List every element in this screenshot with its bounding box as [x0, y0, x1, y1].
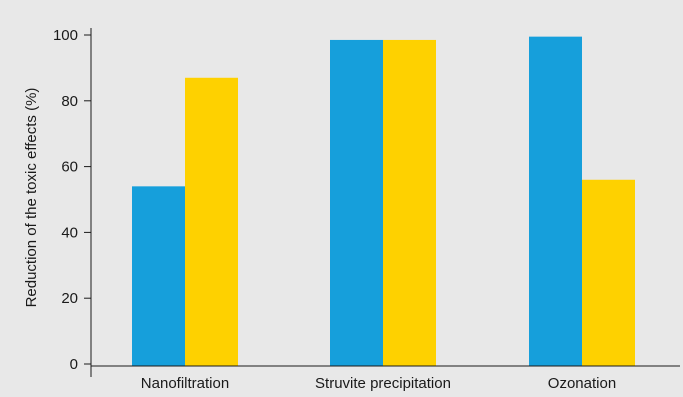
y-axis-title: Reduction of the toxic effects (%) [23, 88, 40, 308]
bar-ozonation-series-1 [529, 36, 582, 367]
y-tick-label: 100 [53, 27, 78, 44]
x-category-label: Nanofiltration [141, 375, 229, 392]
x-category-label: Struvite precipitation [315, 375, 451, 392]
y-tick-label: 60 [61, 159, 78, 176]
y-tick-label: 80 [61, 93, 78, 110]
bar-struvite-precipitation-series-2 [383, 39, 436, 367]
bars-group [132, 36, 635, 367]
y-ticks-group: 0 20 40 60 80 100 [53, 27, 91, 373]
x-category-label: Ozonation [548, 375, 616, 392]
axes-group [90, 28, 680, 377]
y-tick-label: 0 [70, 356, 78, 373]
bar-struvite-precipitation-series-1 [330, 39, 383, 367]
bar-nanofiltration-series-1 [132, 186, 185, 366]
y-tick-label: 20 [61, 290, 78, 307]
y-tick-label: 40 [61, 224, 78, 241]
bar-nanofiltration-series-2 [185, 77, 238, 367]
x-labels-group: Nanofiltration Struvite precipitation Ozon… [141, 375, 616, 392]
bar-ozonation-series-2 [582, 179, 635, 366]
